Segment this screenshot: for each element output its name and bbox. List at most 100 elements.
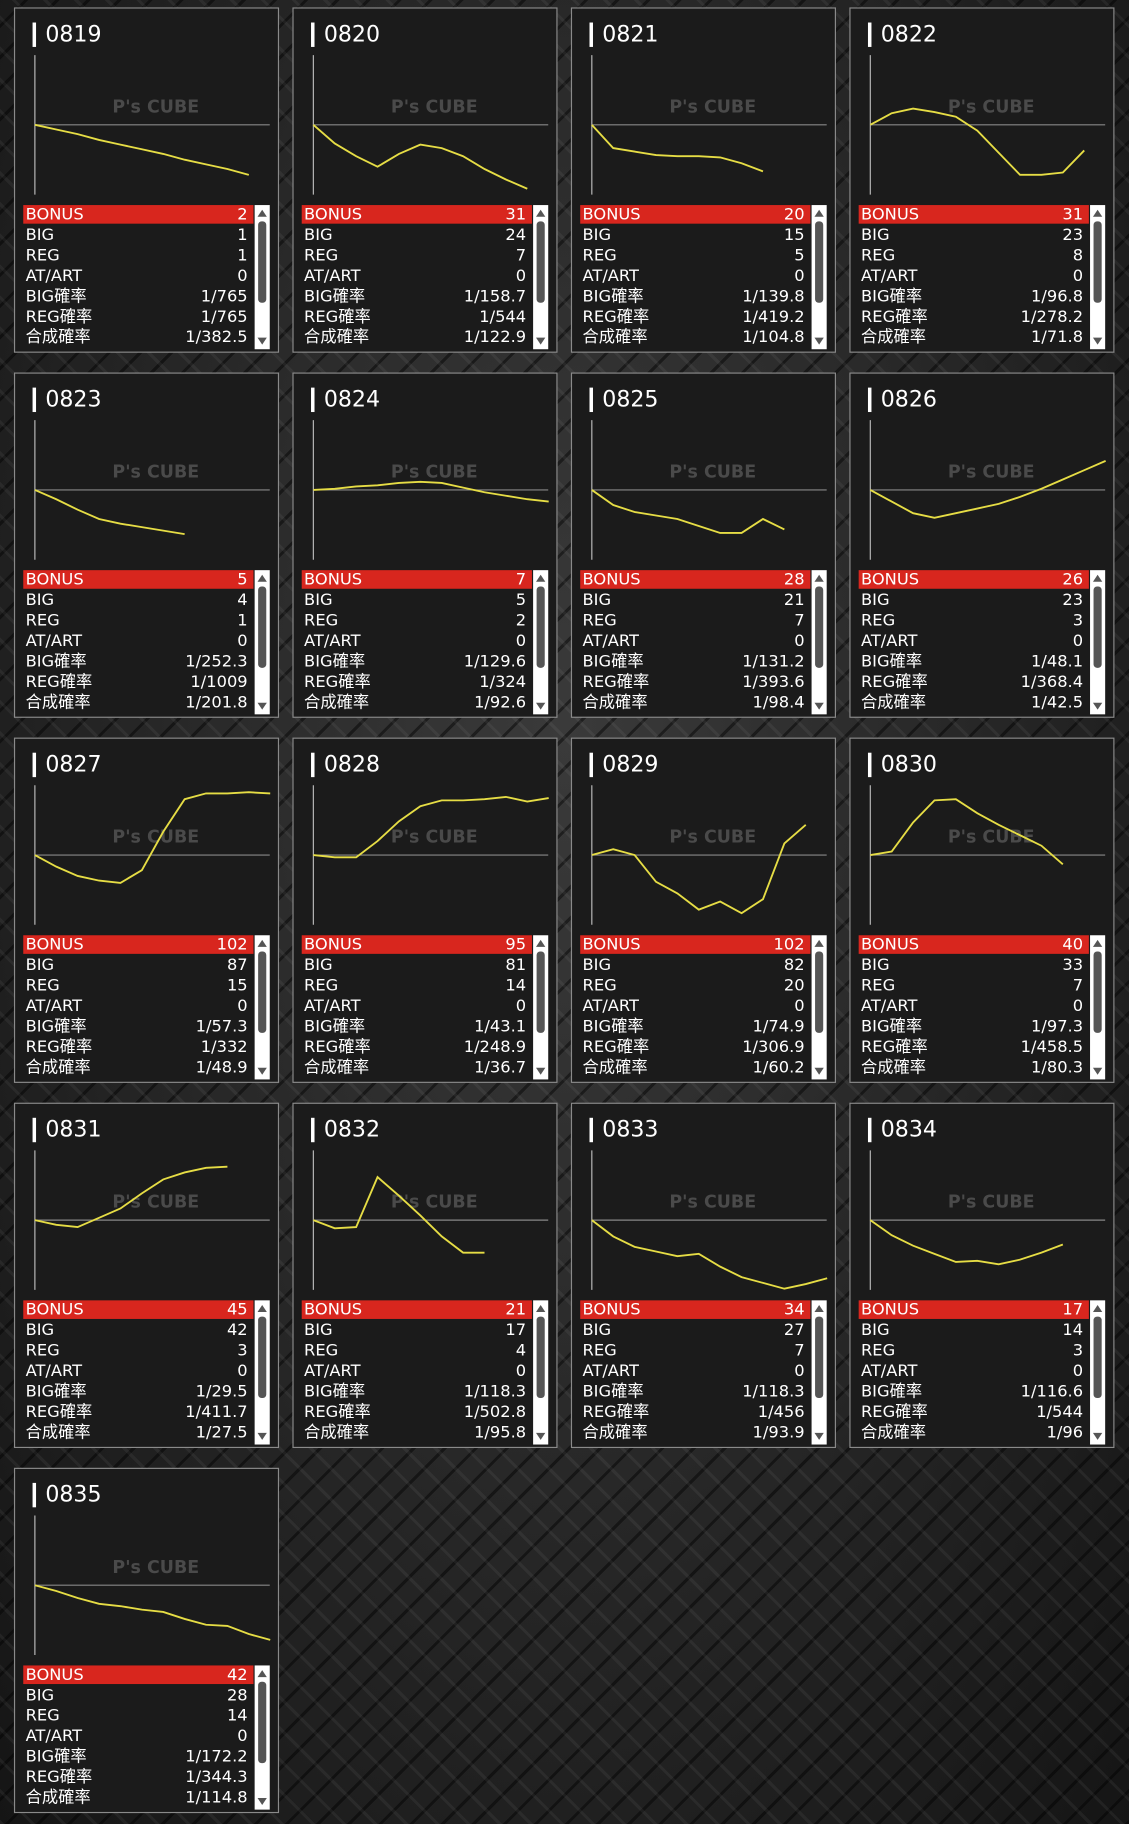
stat-value: 42	[227, 1320, 248, 1339]
stat-label: BONUS	[583, 204, 641, 223]
stat-label: REG	[304, 976, 338, 995]
stat-value: 1/411.7	[185, 1402, 247, 1421]
scroll-down	[257, 1067, 267, 1075]
scroll-down	[257, 1432, 267, 1440]
scroll-down	[536, 337, 546, 345]
scroll-up	[1092, 209, 1103, 217]
stat-value: 1/502.8	[464, 1402, 526, 1421]
scrollbar-thumb	[536, 221, 545, 303]
card-background	[13, 7, 280, 353]
scroll-up	[536, 1304, 546, 1312]
stat-label: AT/ART	[583, 996, 640, 1015]
stat-label: AT/ART	[26, 631, 83, 650]
stat-value: 2	[237, 204, 247, 223]
stat-label: AT/ART	[304, 1361, 361, 1380]
stat-value: 102	[774, 935, 805, 954]
scrollbar-thumb	[815, 951, 824, 1033]
machine-card: 0833 P's CUBE BONUS 34 BIG 27 REG 7 AT/ART 0 BIG確率…	[570, 1102, 836, 1449]
stat-value: 1/765	[201, 286, 248, 305]
stat-value: 1/458.5	[1021, 1037, 1083, 1056]
stat-value: 1/118.3	[742, 1382, 804, 1401]
stat-value: 1/60.2	[753, 1057, 805, 1076]
stat-label: BIG	[583, 955, 612, 974]
stat-value: 1/80.3	[1031, 1057, 1083, 1076]
stat-value: 1/158.7	[464, 286, 526, 305]
scroll-down	[814, 337, 824, 345]
card-background	[13, 372, 280, 718]
machine-card: 0828 P's CUBE BONUS 95 BIG 81 REG 14 AT/ART 0 BIG確…	[292, 737, 558, 1083]
stat-label: 合成確率	[583, 327, 648, 346]
watermark: P's CUBE	[112, 97, 199, 117]
stat-value: 4	[516, 1341, 526, 1360]
stat-label: AT/ART	[26, 1361, 83, 1380]
stat-value: 0	[237, 266, 247, 285]
scroll-down	[814, 1432, 824, 1440]
stat-value: 1/172.2	[185, 1747, 247, 1766]
stat-label: 合成確率	[583, 1057, 648, 1076]
machine-card: 0821 P's CUBE BONUS 20 BIG 15 REG 5 AT/ART 0 BIG確率…	[570, 7, 836, 353]
scrollbar-thumb	[258, 1681, 267, 1764]
stat-value: 1	[237, 610, 247, 629]
scroll-down	[536, 1432, 546, 1440]
stat-label: REG	[861, 1341, 895, 1360]
scrollbar-thumb	[258, 1316, 267, 1399]
stat-value: 1/57.3	[196, 1016, 248, 1035]
stat-label: REG確率	[26, 307, 93, 326]
stat-label: BIG確率	[304, 651, 365, 670]
stat-label: REG	[583, 245, 617, 264]
card-background	[13, 1467, 280, 1814]
stat-label: BIG	[26, 1320, 55, 1339]
stat-label: BIG	[304, 590, 333, 609]
stat-label: REG	[861, 976, 895, 995]
stat-value: 1/765	[201, 307, 248, 326]
stat-value: 1/122.9	[464, 327, 526, 346]
stat-label: BONUS	[583, 1300, 641, 1319]
stat-label: BONUS	[304, 1300, 362, 1319]
stat-label: BIG	[861, 225, 890, 244]
stat-label: BONUS	[861, 204, 919, 223]
id-marker	[589, 387, 593, 413]
stat-label: BIG確率	[583, 651, 644, 670]
stat-label: REG確率	[861, 672, 928, 691]
stat-value: 1/344.3	[185, 1767, 247, 1786]
id-marker	[311, 22, 315, 47]
stat-label: 合成確率	[861, 692, 926, 711]
scroll-up	[536, 209, 546, 217]
stat-label: AT/ART	[26, 996, 83, 1015]
stat-label: BONUS	[304, 935, 362, 954]
card-background	[292, 737, 558, 1083]
stat-value: 0	[516, 1361, 526, 1380]
stat-value: 0	[794, 1361, 804, 1380]
stat-value: 24	[505, 225, 526, 244]
machine-id: 0835	[45, 1482, 101, 1508]
machine-id: 0826	[881, 386, 937, 412]
stat-value: 1/27.5	[196, 1423, 248, 1442]
watermark: P's CUBE	[391, 97, 478, 117]
machine-card: 0822 P's CUBE BONUS 31 BIG 23 REG 8 AT/ART 0 BIG確率…	[849, 7, 1115, 353]
stat-label: BIG	[583, 590, 612, 609]
stat-value: 42	[227, 1665, 248, 1684]
stat-label: REG確率	[26, 1767, 93, 1786]
scrollbar-thumb	[536, 951, 545, 1033]
machine-card: 0829 P's CUBE BONUS 102 BIG 82 REG 20 AT/ART 0 BIG…	[570, 737, 836, 1083]
stat-value: 1/93.9	[753, 1423, 805, 1442]
stat-label: 合成確率	[26, 1788, 91, 1807]
stat-value: 1/95.8	[474, 1423, 526, 1442]
stat-value: 0	[1073, 996, 1083, 1015]
stat-value: 2	[516, 610, 526, 629]
stat-value: 1/92.6	[474, 692, 526, 711]
stat-value: 87	[227, 955, 248, 974]
graph-line	[34, 123, 250, 176]
bonus-row-bg	[301, 570, 532, 589]
stat-value: 14	[227, 1706, 248, 1725]
stat-label: AT/ART	[583, 631, 640, 650]
stat-value: 0	[1073, 631, 1083, 650]
bonus-row-bg	[23, 1665, 254, 1685]
stat-value: 0	[237, 1726, 247, 1745]
machine-id: 0832	[324, 1117, 380, 1143]
stat-label: REG確率	[304, 1037, 371, 1056]
scroll-up	[257, 1304, 267, 1312]
stat-label: AT/ART	[304, 996, 361, 1015]
stat-value: 1/139.8	[742, 286, 804, 305]
scroll-down	[1092, 337, 1103, 345]
